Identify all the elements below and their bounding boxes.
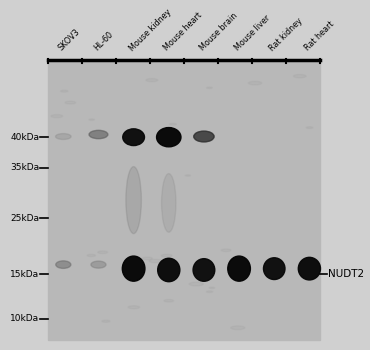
Text: 15kDa: 15kDa (10, 270, 39, 279)
Ellipse shape (51, 114, 63, 118)
Text: 35kDa: 35kDa (10, 163, 39, 173)
Ellipse shape (206, 87, 212, 89)
Text: 25kDa: 25kDa (10, 214, 39, 223)
Text: 40kDa: 40kDa (10, 133, 39, 142)
Ellipse shape (161, 254, 172, 257)
Ellipse shape (162, 174, 176, 232)
Ellipse shape (248, 81, 262, 85)
Ellipse shape (164, 300, 174, 302)
Ellipse shape (293, 75, 306, 78)
Ellipse shape (65, 101, 76, 104)
Text: SKOV3: SKOV3 (57, 28, 82, 53)
Ellipse shape (149, 259, 162, 262)
Text: Rat heart: Rat heart (303, 20, 336, 53)
Ellipse shape (89, 119, 94, 120)
Ellipse shape (123, 129, 144, 146)
Ellipse shape (122, 256, 145, 281)
Text: Rat kidney: Rat kidney (268, 16, 305, 53)
Ellipse shape (169, 123, 176, 125)
Ellipse shape (102, 320, 110, 322)
Text: 10kDa: 10kDa (10, 315, 39, 323)
Bar (48, 60, 320, 340)
Ellipse shape (91, 261, 106, 268)
Ellipse shape (189, 282, 204, 286)
Ellipse shape (158, 258, 180, 282)
Text: Mouse heart: Mouse heart (162, 11, 204, 53)
Text: Mouse brain: Mouse brain (198, 12, 239, 53)
Ellipse shape (56, 134, 71, 139)
Ellipse shape (98, 251, 108, 253)
Ellipse shape (194, 131, 214, 142)
Text: Mouse liver: Mouse liver (233, 14, 272, 53)
Ellipse shape (61, 90, 68, 92)
Ellipse shape (228, 256, 250, 281)
Ellipse shape (89, 130, 108, 139)
Ellipse shape (185, 175, 191, 176)
Text: Mouse kidney: Mouse kidney (127, 7, 173, 53)
Ellipse shape (128, 306, 139, 309)
Ellipse shape (209, 287, 215, 288)
Ellipse shape (142, 257, 152, 260)
Text: HL-60: HL-60 (92, 30, 115, 53)
Text: NUDT2: NUDT2 (328, 269, 364, 279)
Ellipse shape (146, 78, 158, 82)
Ellipse shape (221, 249, 231, 252)
Ellipse shape (193, 259, 215, 281)
Ellipse shape (87, 254, 95, 257)
Ellipse shape (206, 291, 213, 293)
Ellipse shape (231, 326, 245, 330)
Ellipse shape (56, 261, 71, 268)
Ellipse shape (266, 276, 273, 278)
Ellipse shape (126, 167, 141, 233)
Ellipse shape (157, 127, 181, 147)
Ellipse shape (298, 257, 320, 280)
Ellipse shape (263, 258, 285, 280)
Ellipse shape (306, 127, 313, 128)
